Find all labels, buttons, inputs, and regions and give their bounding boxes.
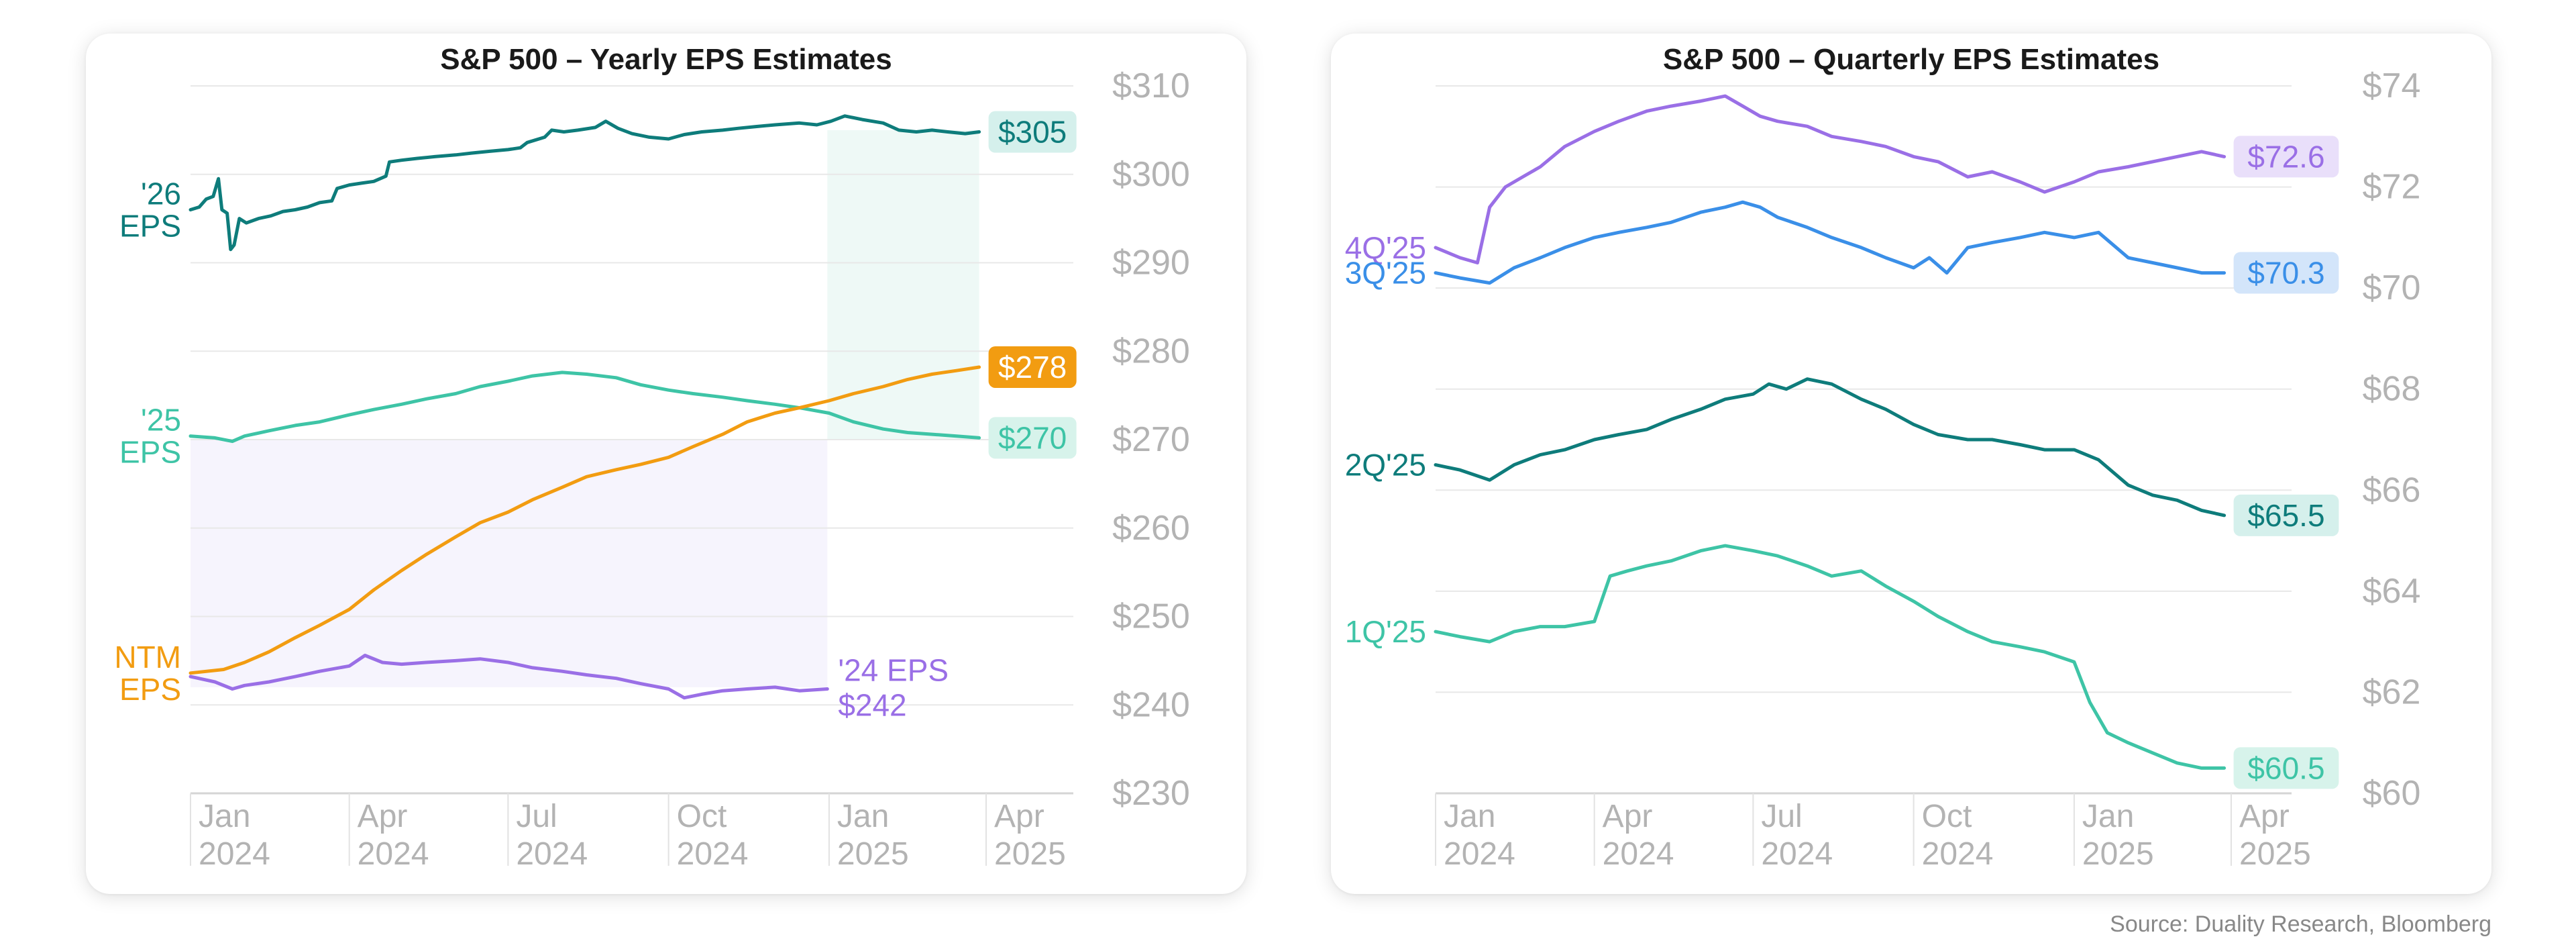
shaded-region-2	[827, 130, 979, 440]
end-label-badge-25-eps	[988, 417, 1077, 459]
series-line-1q25	[1434, 544, 2226, 770]
end-label-ntm-eps: $278	[998, 350, 1067, 385]
end-label-badge-26-eps	[988, 111, 1077, 153]
series-name-4q25: 4Q'25	[1345, 230, 1426, 265]
y-tick-label: $300	[1112, 155, 1190, 194]
x-tick-label-month: Apr	[358, 799, 408, 834]
end-label-badge-3q25	[2233, 252, 2339, 294]
yearly-eps-chart: $230$240$250$260$270$280$290$300$310Jan2…	[114, 43, 1190, 872]
y-tick-label: $230	[1112, 774, 1190, 813]
y-tick-label: $270	[1112, 420, 1190, 459]
series-name-25-eps: EPS	[119, 435, 181, 470]
series-line-4q25	[1434, 94, 2226, 264]
x-tick-label-month: Jan	[837, 799, 889, 834]
y-tick-label: $60	[2363, 774, 2421, 813]
x-tick-label-year: 2024	[1444, 836, 1515, 872]
x-tick-label-year: 2024	[1603, 836, 1674, 872]
y-tick-label: $260	[1112, 509, 1190, 548]
x-tick-label-year: 2025	[2239, 836, 2311, 872]
y-tick-label: $310	[1112, 66, 1190, 105]
end-label-badge-1q25	[2233, 747, 2339, 789]
x-tick-label-month: Jul	[516, 799, 557, 834]
x-tick-label-year: 2024	[516, 836, 588, 872]
chart-title: S&P 500 – Quarterly EPS Estimates	[1663, 43, 2159, 76]
x-tick-label-month: Jan	[199, 799, 250, 834]
quarterly-eps-chart-card: $60 $62 $64 $66 $68 $70 $72 $74 Jan 2024 Apr 2024 Ju…	[1331, 34, 2491, 894]
series-line-2q25	[1434, 377, 2226, 517]
series-name-25-eps: '25	[141, 403, 181, 438]
series-name-2q25: 2Q'25	[1345, 448, 1426, 483]
y-tick-label: $64	[2363, 572, 2421, 611]
series-line-26-eps	[189, 114, 981, 252]
series-line-3q25	[1434, 200, 2226, 285]
series-name-ntm-eps: EPS	[119, 672, 181, 707]
y-tick-label: $68	[2363, 370, 2421, 409]
end-label-24-eps: '24 EPS	[838, 653, 949, 688]
end-label-3q25: $70.3	[2247, 256, 2324, 291]
y-tick-label: $66	[2363, 470, 2421, 509]
x-tick-label-year: 2024	[358, 836, 429, 872]
series-name-ntm-eps: NTM	[114, 640, 181, 675]
end-label-badge-ntm-eps	[988, 346, 1077, 388]
series-name-3q25: 3Q'25	[1345, 256, 1426, 291]
x-tick-label-month: Jul	[1761, 799, 1802, 834]
yearly-eps-chart-card: $230 $240 $250 $260 $270 $280 $290 $300 $310 Jan 2…	[86, 34, 1246, 894]
x-tick-label-month: Oct	[1922, 799, 1972, 834]
quarterly-eps-chart: $60$62$64$66$68$70$72$74Jan2024Apr2024Ju…	[1345, 43, 2421, 872]
x-tick-label-month: Jan	[2082, 799, 2134, 834]
x-tick-label-month: Apr	[2239, 799, 2290, 834]
y-tick-label: $240	[1112, 685, 1190, 724]
x-tick-label-year: 2024	[1922, 836, 1994, 872]
x-tick-label-month: Jan	[1444, 799, 1495, 834]
y-tick-label: $290	[1112, 244, 1190, 283]
series-line-25-eps	[189, 370, 981, 444]
chart-title: S&P 500 – Yearly EPS Estimates	[440, 43, 892, 76]
y-tick-label: $250	[1112, 597, 1190, 636]
end-label-2q25: $65.5	[2247, 498, 2324, 533]
x-tick-label-year: 2025	[2082, 836, 2154, 872]
end-label-26-eps: $305	[998, 115, 1067, 150]
series-line-ntm-eps	[189, 365, 981, 675]
x-tick-label-year: 2024	[199, 836, 270, 872]
series-line-24-eps	[189, 654, 829, 700]
end-label-badge-2q25	[2233, 494, 2339, 536]
end-label-24-eps: $242	[838, 688, 906, 723]
x-tick-label-year: 2024	[1761, 836, 1833, 872]
series-name-26-eps: '26	[141, 176, 181, 211]
x-tick-label-year: 2025	[837, 836, 909, 872]
end-label-badge-4q25	[2233, 136, 2339, 178]
y-tick-label: $70	[2363, 268, 2421, 307]
source-note: Source: Duality Research, Bloomberg	[2110, 911, 2491, 937]
end-label-25-eps: $270	[998, 420, 1067, 455]
series-name-1q25: 1Q'25	[1345, 614, 1426, 649]
end-label-4q25: $72.6	[2247, 139, 2324, 174]
x-tick-label-month: Oct	[677, 799, 727, 834]
x-tick-label-year: 2025	[994, 836, 1066, 872]
x-tick-label-year: 2024	[677, 836, 749, 872]
x-tick-label-month: Apr	[1603, 799, 1653, 834]
y-tick-label: $62	[2363, 673, 2421, 711]
end-label-1q25: $60.5	[2247, 750, 2324, 785]
y-tick-label: $280	[1112, 332, 1190, 370]
shaded-region-1	[191, 440, 828, 687]
y-tick-label: $74	[2363, 66, 2421, 105]
y-tick-label: $72	[2363, 168, 2421, 207]
series-name-26-eps: EPS	[119, 208, 181, 243]
x-tick-label-month: Apr	[994, 799, 1044, 834]
